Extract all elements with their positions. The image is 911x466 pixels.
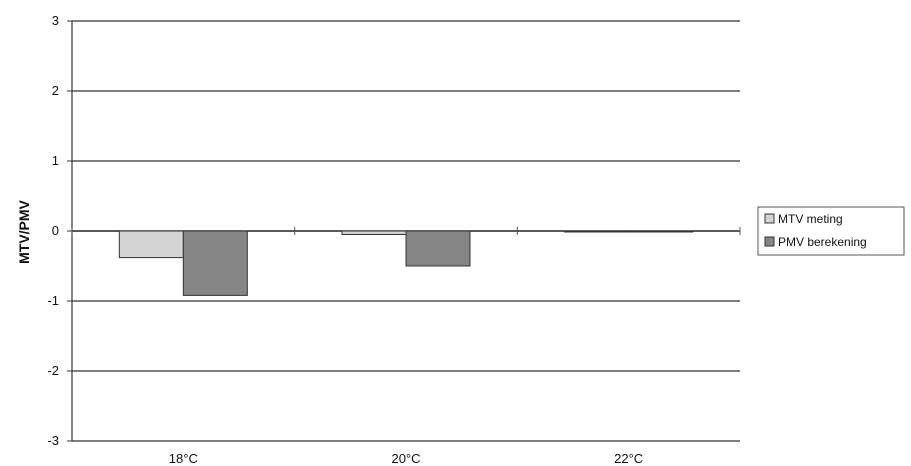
- bar-pmv-2: [628, 230, 694, 233]
- bars: [118, 230, 694, 296]
- gridlines: [72, 20, 740, 372]
- y-tick-labels: 3 2 1 0 -1 -2 -3: [47, 13, 59, 448]
- y-tick-label-5: -2: [47, 363, 59, 378]
- legend-label-mtv: MTV meting: [778, 212, 843, 226]
- legend-swatch-mtv: [764, 213, 775, 224]
- legend-label-pmv: PMV berekening: [778, 235, 867, 249]
- bar-mtv-2: [564, 230, 630, 233]
- x-tick-labels: 18°C 20°C 22°C: [169, 451, 643, 466]
- legend-swatch-pmv: [764, 236, 775, 247]
- y-axis-title: MTV/PMV: [16, 199, 32, 263]
- y-tick-label-0: 3: [52, 13, 59, 28]
- y-tick-label-3: 0: [52, 223, 59, 238]
- x-tick-label-1: 20°C: [391, 451, 420, 466]
- legend: MTV meting PMV berekening: [757, 206, 905, 256]
- y-tick-label-6: -3: [47, 433, 59, 448]
- bar-mtv-0: [118, 230, 184, 259]
- y-tick-label-4: -1: [47, 293, 59, 308]
- bar-pmv-1: [405, 230, 471, 267]
- legend-box: [757, 206, 905, 256]
- bar-mtv-1: [341, 230, 407, 235]
- bar-pmv-0: [182, 230, 248, 296]
- x-tick-label-0: 18°C: [169, 451, 198, 466]
- y-tick-label-2: 1: [52, 153, 59, 168]
- x-tick-label-2: 22°C: [614, 451, 643, 466]
- y-tick-label-1: 2: [52, 83, 59, 98]
- axes: [67, 20, 741, 442]
